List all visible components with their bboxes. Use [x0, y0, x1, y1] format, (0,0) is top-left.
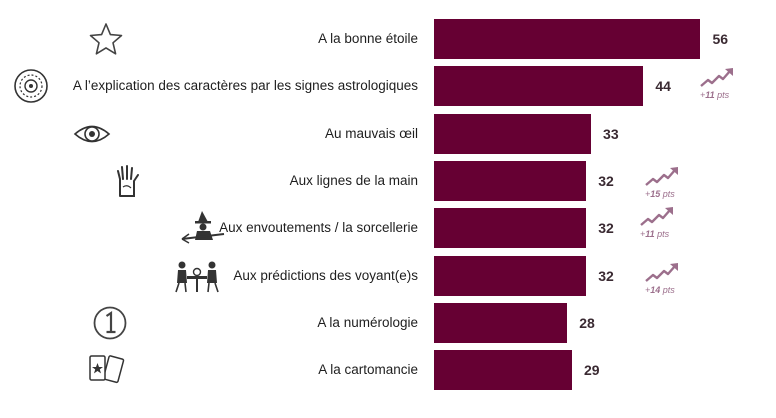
category-label: A l’explication des caractères par les s… — [72, 78, 418, 94]
number-one-icon — [92, 305, 128, 341]
bar-row: Aux envoutements / la sorcellerie 32 — [0, 208, 776, 249]
trend-annotation: +14 pts — [645, 263, 693, 299]
bar — [434, 350, 572, 391]
value-label: 56 — [712, 31, 729, 47]
category-label: Aux prédictions des voyant(e)s — [233, 267, 418, 283]
bar-row: A la cartomancie 29 — [0, 350, 776, 391]
evil-eye-icon — [72, 116, 112, 152]
trend-annotation: +11 pts — [700, 68, 748, 104]
bar — [434, 160, 587, 201]
value-label: 28 — [579, 314, 595, 331]
category-label: Au mauvais œil — [324, 125, 418, 141]
tarot-cards-icon — [86, 352, 128, 388]
witch-broom-icon — [180, 210, 228, 246]
bar — [434, 19, 701, 59]
value-label: 44 — [655, 78, 671, 95]
bar-row: Aux lignes de la main 32 — [0, 160, 776, 201]
trend-up-arrow-icon — [640, 207, 673, 226]
trend-up-arrow-icon — [645, 263, 678, 282]
trend-annotation: +11 pts — [640, 207, 688, 243]
value-label: 32 — [598, 220, 614, 237]
bar — [434, 255, 587, 296]
value-label: 29 — [584, 362, 600, 379]
trend-label: +11 pts — [640, 229, 670, 239]
bar — [434, 208, 587, 249]
category-label: A la bonne étoile — [318, 31, 418, 46]
trend-up-arrow-icon — [645, 167, 678, 186]
value-label: 32 — [598, 267, 614, 284]
bar-row: A l’explication des caractères par les s… — [0, 66, 776, 107]
zodiac-wheel-icon — [8, 68, 54, 104]
value-label: 32 — [598, 172, 614, 189]
bar — [434, 113, 592, 154]
trend-label: +11 pts — [700, 90, 730, 100]
category-label: A la numérologie — [317, 314, 418, 330]
trend-annotation: +15 pts — [645, 167, 693, 203]
trend-label: +14 pts — [645, 285, 675, 295]
star-icon — [88, 21, 124, 57]
category-label: A la cartomancie — [318, 362, 418, 378]
value-label: 33 — [603, 125, 619, 142]
fortune-teller-icon — [172, 258, 222, 294]
bar-row: Aux prédictions des voyant(e)s 32 — [0, 255, 776, 296]
bar-row: Au mauvais œil 33 — [0, 113, 776, 154]
trend-up-arrow-icon — [700, 68, 733, 87]
bar-row: A la numérologie 28 — [0, 302, 776, 343]
category-label: Aux envoutements / la sorcellerie — [219, 220, 418, 236]
bar-row: A la bonne étoile 56 — [0, 19, 776, 59]
bar — [434, 302, 568, 343]
category-label: Aux lignes de la main — [289, 172, 418, 188]
bar — [434, 66, 644, 107]
palm-hand-icon — [112, 163, 142, 199]
trend-label: +15 pts — [645, 189, 675, 199]
